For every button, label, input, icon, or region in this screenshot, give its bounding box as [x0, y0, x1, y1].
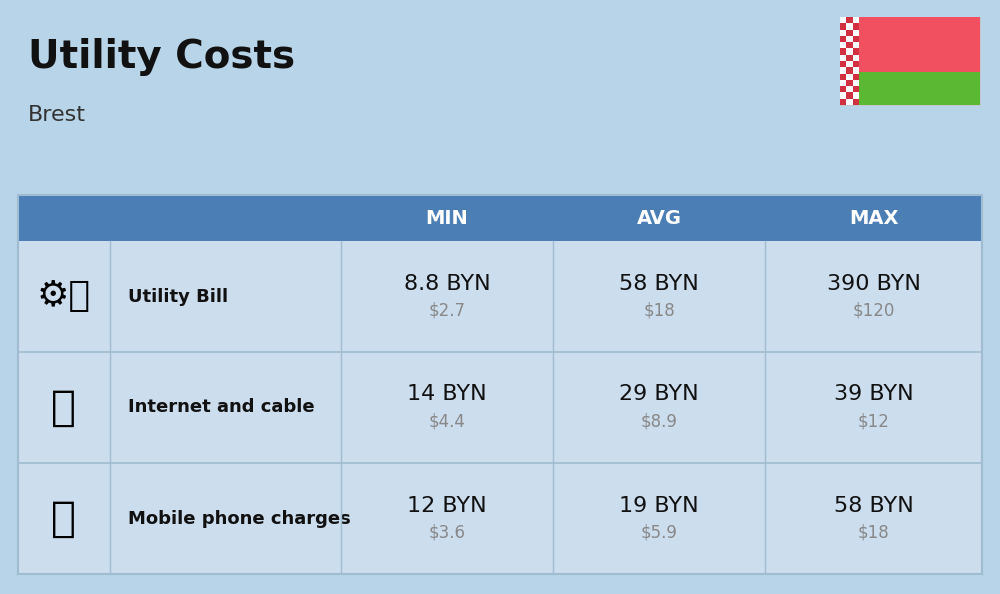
Text: Mobile phone charges: Mobile phone charges — [128, 510, 350, 527]
Bar — [846, 30, 853, 36]
Bar — [853, 74, 859, 80]
Bar — [846, 99, 853, 105]
Bar — [840, 23, 846, 30]
Text: Brest: Brest — [28, 105, 86, 125]
Bar — [846, 80, 853, 86]
Bar — [846, 93, 853, 99]
Bar — [846, 17, 853, 23]
Text: Utility Bill: Utility Bill — [128, 287, 228, 305]
Text: 29 BYN: 29 BYN — [619, 384, 699, 405]
Bar — [859, 17, 980, 71]
Bar — [18, 195, 982, 241]
Bar — [853, 67, 859, 74]
Text: Utility Costs: Utility Costs — [28, 38, 295, 76]
Bar — [846, 36, 853, 42]
Text: MIN: MIN — [426, 208, 468, 228]
Text: $2.7: $2.7 — [428, 302, 465, 320]
Bar — [853, 42, 859, 49]
Text: $3.6: $3.6 — [428, 523, 465, 542]
Bar — [846, 61, 853, 67]
Text: Internet and cable: Internet and cable — [128, 399, 314, 416]
Text: $5.9: $5.9 — [641, 523, 677, 542]
Bar — [853, 30, 859, 36]
Bar — [840, 36, 846, 42]
Bar — [846, 67, 853, 74]
Bar — [840, 30, 846, 36]
Text: 📱: 📱 — [51, 498, 76, 539]
Bar — [853, 61, 859, 67]
Bar — [846, 55, 853, 61]
Bar — [18, 463, 982, 574]
Text: 8.8 BYN: 8.8 BYN — [404, 273, 490, 293]
Bar — [840, 42, 846, 49]
Bar — [18, 195, 982, 574]
Text: 58 BYN: 58 BYN — [834, 495, 913, 516]
Text: 19 BYN: 19 BYN — [619, 495, 699, 516]
Bar — [840, 17, 980, 105]
Text: 390 BYN: 390 BYN — [827, 273, 920, 293]
Text: $12: $12 — [858, 412, 889, 431]
Text: 14 BYN: 14 BYN — [407, 384, 487, 405]
Text: AVG: AVG — [637, 208, 682, 228]
Bar — [853, 23, 859, 30]
Bar — [853, 99, 859, 105]
Bar — [853, 93, 859, 99]
Bar — [18, 352, 982, 463]
Bar — [840, 74, 846, 80]
Bar — [840, 67, 846, 74]
Bar — [18, 241, 982, 352]
Bar — [840, 49, 846, 55]
Bar — [840, 55, 846, 61]
Bar — [846, 86, 853, 93]
Text: $8.9: $8.9 — [641, 412, 677, 431]
Bar — [840, 17, 846, 23]
Text: $18: $18 — [858, 523, 889, 542]
Text: 📶: 📶 — [51, 387, 76, 428]
Bar — [859, 71, 980, 105]
Text: MAX: MAX — [849, 208, 898, 228]
Bar — [840, 93, 846, 99]
Bar — [840, 99, 846, 105]
Text: 58 BYN: 58 BYN — [619, 273, 699, 293]
Text: $120: $120 — [852, 302, 895, 320]
Bar — [846, 42, 853, 49]
Bar — [840, 86, 846, 93]
Text: ⚙🔌: ⚙🔌 — [37, 280, 91, 314]
Text: 39 BYN: 39 BYN — [834, 384, 913, 405]
Bar — [853, 55, 859, 61]
Bar — [853, 86, 859, 93]
Bar — [853, 80, 859, 86]
Bar — [846, 74, 853, 80]
Text: 12 BYN: 12 BYN — [407, 495, 487, 516]
Bar — [846, 23, 853, 30]
Text: $4.4: $4.4 — [429, 412, 465, 431]
Bar — [853, 49, 859, 55]
Bar — [853, 17, 859, 23]
Text: $18: $18 — [643, 302, 675, 320]
Bar — [840, 61, 846, 67]
Bar — [840, 80, 846, 86]
Bar — [846, 49, 853, 55]
Bar — [853, 36, 859, 42]
